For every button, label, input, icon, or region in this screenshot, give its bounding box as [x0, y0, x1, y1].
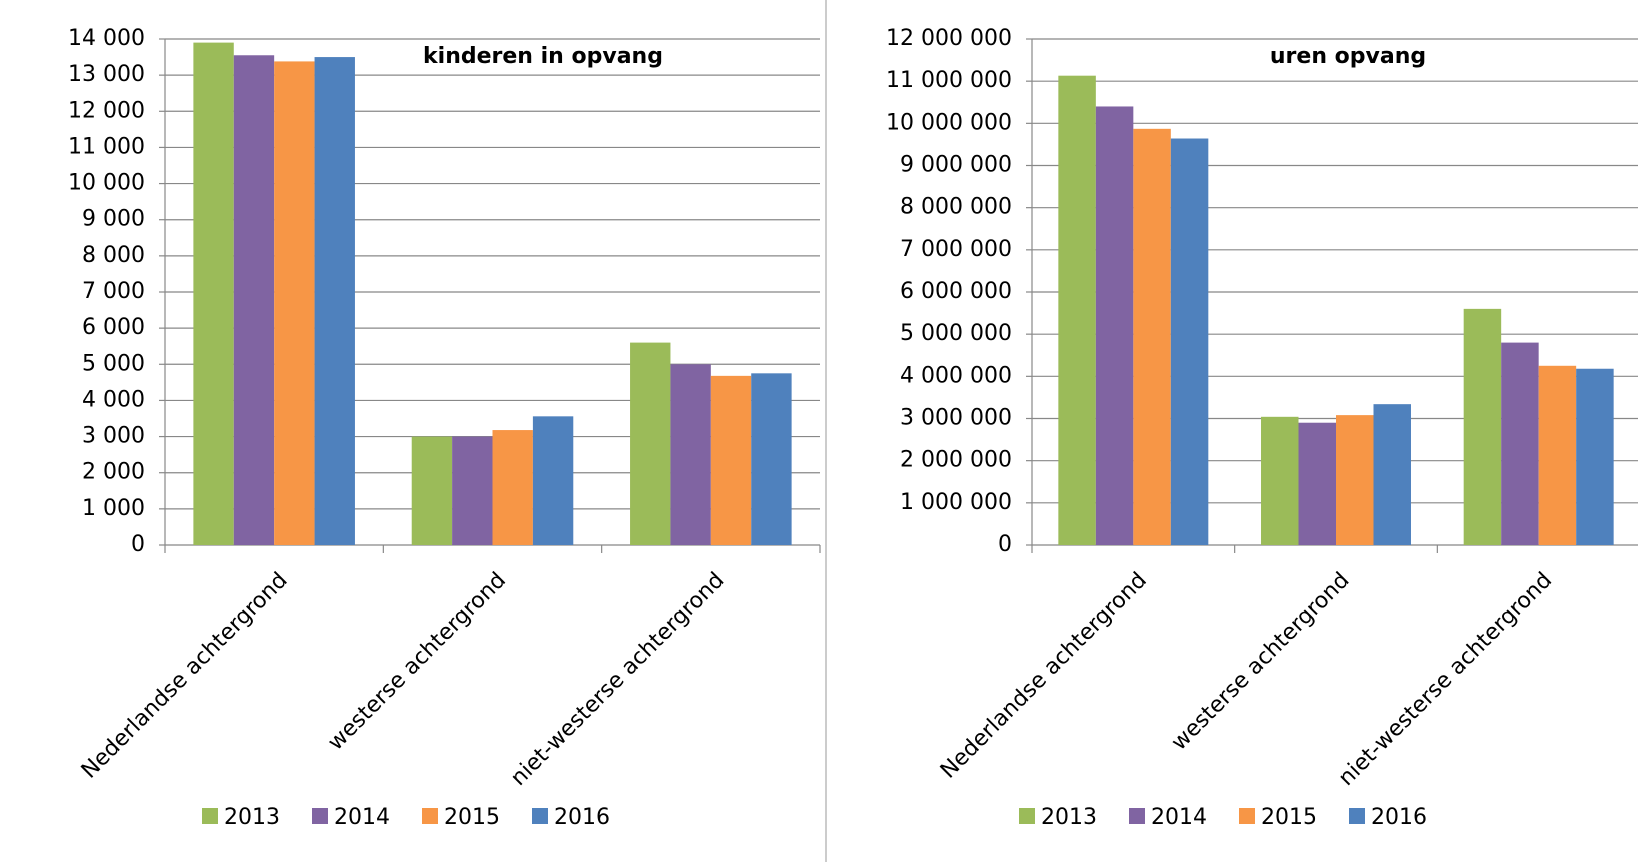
- legend-swatch: [532, 808, 548, 824]
- bar: [233, 55, 275, 546]
- legend-swatch: [1019, 808, 1035, 824]
- chart-title: kinderen in opvang: [423, 44, 663, 69]
- bar: [1298, 422, 1336, 545]
- bar: [314, 57, 355, 545]
- y-tick-label: 13 000: [68, 62, 145, 87]
- y-tick-label: 11 000: [68, 134, 145, 159]
- bar: [1058, 75, 1096, 545]
- legend-label: 2014: [1151, 805, 1207, 830]
- y-tick-label: 3 000: [82, 424, 145, 449]
- bar: [492, 430, 533, 545]
- bar: [193, 42, 234, 545]
- y-tick-label: 9 000: [82, 207, 145, 232]
- bar: [532, 416, 574, 545]
- y-tick-label: 8 000: [82, 243, 145, 268]
- bar: [1336, 415, 1374, 545]
- y-tick-label: 0: [998, 532, 1012, 557]
- legend-label: 2016: [1371, 805, 1427, 830]
- y-tick-label: 4 000: [82, 387, 145, 412]
- y-tick-label: 5 000: [82, 351, 145, 376]
- legend-swatch: [422, 808, 438, 824]
- y-tick-label: 10 000 000: [886, 110, 1012, 135]
- y-tick-label: 7 000 000: [900, 237, 1012, 262]
- legend-label: 2016: [554, 805, 610, 830]
- bar: [1095, 106, 1134, 545]
- legend-swatch: [1239, 808, 1255, 824]
- legend-swatch: [202, 808, 218, 824]
- bar: [1261, 416, 1299, 545]
- bar: [1538, 365, 1577, 545]
- bar: [710, 375, 752, 545]
- legend-label: 2013: [224, 805, 280, 830]
- bar: [1373, 404, 1411, 545]
- legend-swatch: [1349, 808, 1365, 824]
- bar: [452, 436, 493, 545]
- bar: [670, 364, 711, 545]
- y-tick-label: 2 000 000: [900, 448, 1012, 473]
- legend-label: 2014: [334, 805, 390, 830]
- y-tick-label: 1 000 000: [900, 490, 1012, 515]
- bar: [1463, 308, 1502, 545]
- legend-swatch: [312, 808, 328, 824]
- legend-label: 2015: [1261, 805, 1317, 830]
- y-tick-label: 11 000 000: [886, 68, 1012, 93]
- legend-label: 2015: [444, 805, 500, 830]
- bar: [1501, 342, 1539, 545]
- bar: [751, 373, 792, 545]
- y-tick-label: 2 000: [82, 460, 145, 485]
- chart-title: uren opvang: [1270, 44, 1426, 69]
- y-tick-label: 9 000 000: [900, 153, 1012, 178]
- y-tick-label: 7 000: [82, 279, 145, 304]
- y-tick-label: 12 000 000: [886, 26, 1012, 51]
- y-tick-label: 6 000 000: [900, 279, 1012, 304]
- y-tick-label: 3 000 000: [900, 406, 1012, 431]
- bar: [1576, 368, 1614, 545]
- bar: [274, 61, 315, 546]
- bar: [1170, 138, 1209, 545]
- y-tick-label: 12 000: [68, 98, 145, 123]
- y-tick-label: 1 000: [82, 496, 145, 521]
- y-tick-label: 4 000 000: [900, 363, 1012, 388]
- y-tick-label: 10 000: [68, 171, 145, 196]
- bar: [1133, 128, 1171, 545]
- y-tick-label: 6 000: [82, 315, 145, 340]
- y-tick-label: 14 000: [68, 26, 145, 51]
- bar: [411, 436, 453, 545]
- bar: [630, 342, 671, 545]
- y-tick-label: 5 000 000: [900, 321, 1012, 346]
- legend-swatch: [1129, 808, 1145, 824]
- legend-label: 2013: [1041, 805, 1097, 830]
- y-tick-label: 0: [131, 532, 145, 557]
- y-tick-label: 8 000 000: [900, 195, 1012, 220]
